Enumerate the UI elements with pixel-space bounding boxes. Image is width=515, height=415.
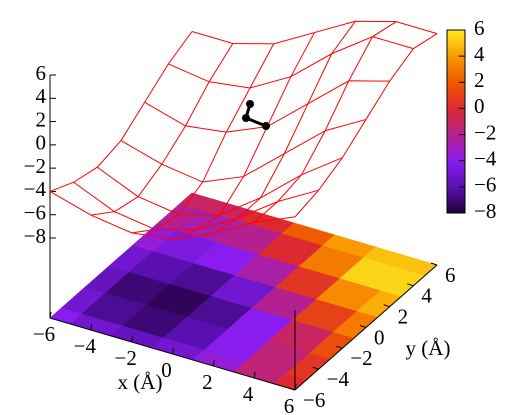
y-tick-label: −6 <box>303 388 325 412</box>
x-tick <box>172 347 174 355</box>
x-tick <box>294 383 297 391</box>
mesh-column <box>253 21 397 223</box>
z-tick-label: −6 <box>24 201 46 225</box>
y-tick-label: 6 <box>445 263 456 287</box>
z-tick-label: 0 <box>36 131 47 155</box>
x-tick <box>253 371 256 379</box>
z-tick-label: 6 <box>36 61 47 85</box>
floor-map <box>49 192 438 391</box>
z-tick-label: −2 <box>24 154 46 178</box>
colorbar-tick-label: 0 <box>474 94 485 118</box>
x-axis-label: x (Å) <box>118 370 163 394</box>
x-tick-label: 4 <box>243 382 254 406</box>
x-tick <box>49 311 52 319</box>
y-tick-label: 4 <box>421 284 432 308</box>
surface-mesh <box>49 20 438 240</box>
y-tick-label: 2 <box>398 304 409 328</box>
y-tick-label: −4 <box>327 367 350 391</box>
y-tick <box>407 283 414 287</box>
z-tick-label: 4 <box>36 84 47 108</box>
mesh-column <box>49 31 193 192</box>
y-tick-label: −2 <box>350 346 372 370</box>
y-tick <box>383 304 390 308</box>
z-tick-label: 2 <box>36 107 47 131</box>
colorbar-tick-label: 6 <box>474 16 485 40</box>
mesh-column <box>90 43 234 216</box>
z-tick-label: −8 <box>24 224 46 248</box>
x-tick <box>131 335 134 343</box>
x-tick-label: −6 <box>33 322 55 346</box>
y-axis-label: y (Å) <box>406 336 451 360</box>
y-tick <box>312 366 319 370</box>
mesh-column <box>131 43 275 234</box>
y-tick <box>288 387 296 391</box>
colorbar <box>446 29 466 214</box>
x-tick-label: −2 <box>114 346 136 370</box>
colorbar-tick-label: −2 <box>474 120 496 144</box>
mesh-row <box>120 118 367 183</box>
colorbar-tick-label: 2 <box>474 68 485 92</box>
colorbar-tick-label: 4 <box>474 42 485 66</box>
x-tick-label: 2 <box>202 370 213 394</box>
colorbar-tick-label: −6 <box>474 173 496 197</box>
colorbar-tick-label: −8 <box>474 199 496 223</box>
mesh-column <box>213 20 356 235</box>
mesh-row <box>168 36 414 89</box>
x-tick-label: −4 <box>74 334 97 358</box>
y-tick <box>359 325 367 328</box>
x-tick-label: 0 <box>161 358 172 382</box>
x-tick-label: 6 <box>284 394 295 415</box>
z-tick-label: −4 <box>24 177 47 201</box>
mesh-column <box>294 33 438 218</box>
mesh-column <box>172 32 315 240</box>
y-tick <box>336 345 343 349</box>
x-tick <box>212 359 215 367</box>
colorbar-tick-label: −4 <box>474 147 497 171</box>
x-tick <box>90 323 93 331</box>
y-tick <box>430 262 438 266</box>
y-tick-label: 0 <box>374 325 385 349</box>
molecule-icon <box>242 100 270 130</box>
